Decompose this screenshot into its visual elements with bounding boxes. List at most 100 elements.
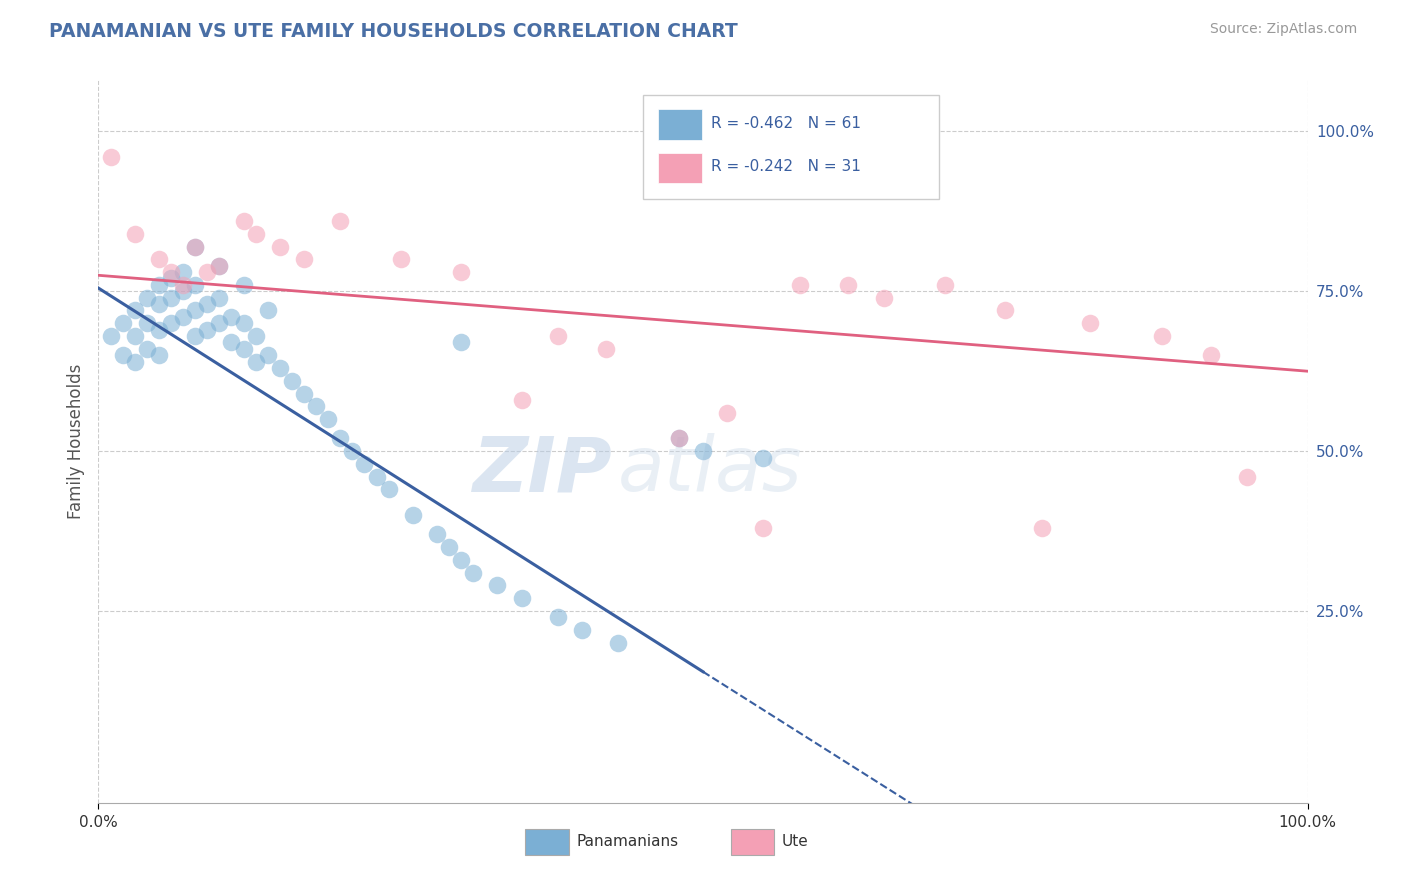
Point bbox=[450, 553, 472, 567]
Point bbox=[148, 348, 170, 362]
Point bbox=[837, 277, 859, 292]
Point bbox=[450, 335, 472, 350]
Point bbox=[486, 578, 509, 592]
Point bbox=[510, 392, 533, 407]
Point bbox=[256, 348, 278, 362]
FancyBboxPatch shape bbox=[526, 829, 569, 855]
Point bbox=[124, 329, 146, 343]
Point bbox=[269, 361, 291, 376]
Point bbox=[232, 277, 254, 292]
Point bbox=[595, 342, 617, 356]
Text: PANAMANIAN VS UTE FAMILY HOUSEHOLDS CORRELATION CHART: PANAMANIAN VS UTE FAMILY HOUSEHOLDS CORR… bbox=[49, 22, 738, 41]
Point bbox=[292, 252, 315, 267]
Point bbox=[111, 316, 134, 330]
Point bbox=[232, 214, 254, 228]
FancyBboxPatch shape bbox=[658, 153, 702, 183]
Point bbox=[873, 291, 896, 305]
Point bbox=[668, 431, 690, 445]
Point bbox=[668, 431, 690, 445]
Point bbox=[316, 412, 339, 426]
Point bbox=[208, 259, 231, 273]
Point bbox=[389, 252, 412, 267]
Point bbox=[1078, 316, 1101, 330]
Point bbox=[329, 431, 352, 445]
Point bbox=[172, 285, 194, 299]
Point bbox=[221, 310, 243, 324]
Y-axis label: Family Households: Family Households bbox=[66, 364, 84, 519]
Point bbox=[100, 329, 122, 343]
Point bbox=[269, 239, 291, 253]
Point bbox=[547, 610, 569, 624]
Text: R = -0.242   N = 31: R = -0.242 N = 31 bbox=[711, 160, 862, 175]
Text: atlas: atlas bbox=[619, 434, 803, 508]
Point bbox=[437, 540, 460, 554]
Point bbox=[377, 483, 399, 497]
Point bbox=[752, 450, 775, 465]
Text: R = -0.462   N = 61: R = -0.462 N = 61 bbox=[711, 116, 862, 131]
Point bbox=[148, 297, 170, 311]
Point bbox=[184, 239, 207, 253]
Point bbox=[208, 291, 231, 305]
Point bbox=[1152, 329, 1174, 343]
Point bbox=[245, 329, 267, 343]
Point bbox=[934, 277, 956, 292]
Point bbox=[195, 297, 218, 311]
Point bbox=[245, 354, 267, 368]
Point bbox=[208, 316, 231, 330]
Point bbox=[245, 227, 267, 241]
Point bbox=[232, 316, 254, 330]
Point bbox=[160, 265, 183, 279]
Point bbox=[305, 400, 328, 414]
Text: Source: ZipAtlas.com: Source: ZipAtlas.com bbox=[1209, 22, 1357, 37]
Point bbox=[135, 316, 157, 330]
Point bbox=[135, 291, 157, 305]
Point bbox=[184, 303, 207, 318]
Point bbox=[342, 444, 364, 458]
Point bbox=[124, 303, 146, 318]
FancyBboxPatch shape bbox=[658, 109, 702, 139]
Point bbox=[353, 457, 375, 471]
Point bbox=[426, 527, 449, 541]
Text: Ute: Ute bbox=[782, 834, 808, 849]
Point bbox=[607, 636, 630, 650]
Point bbox=[148, 252, 170, 267]
Point bbox=[292, 386, 315, 401]
Point bbox=[124, 227, 146, 241]
Point bbox=[135, 342, 157, 356]
Point bbox=[172, 277, 194, 292]
Text: Panamanians: Panamanians bbox=[576, 834, 678, 849]
Point bbox=[124, 354, 146, 368]
Point bbox=[571, 623, 593, 637]
Point bbox=[160, 271, 183, 285]
Point bbox=[184, 239, 207, 253]
Point bbox=[256, 303, 278, 318]
Point bbox=[1199, 348, 1222, 362]
Point bbox=[160, 291, 183, 305]
Point bbox=[1236, 469, 1258, 483]
Point bbox=[789, 277, 811, 292]
Point bbox=[463, 566, 485, 580]
Point bbox=[172, 310, 194, 324]
Point bbox=[148, 323, 170, 337]
Point bbox=[547, 329, 569, 343]
Point bbox=[366, 469, 388, 483]
Point bbox=[232, 342, 254, 356]
Point bbox=[195, 323, 218, 337]
Point bbox=[148, 277, 170, 292]
Point bbox=[716, 406, 738, 420]
FancyBboxPatch shape bbox=[643, 95, 939, 200]
Point bbox=[184, 329, 207, 343]
Point bbox=[195, 265, 218, 279]
Point bbox=[329, 214, 352, 228]
Point bbox=[510, 591, 533, 606]
Point bbox=[111, 348, 134, 362]
Point bbox=[281, 374, 304, 388]
Point bbox=[1031, 521, 1053, 535]
Point bbox=[402, 508, 425, 522]
Point bbox=[208, 259, 231, 273]
Point bbox=[172, 265, 194, 279]
Point bbox=[184, 277, 207, 292]
FancyBboxPatch shape bbox=[731, 829, 775, 855]
Point bbox=[692, 444, 714, 458]
Point bbox=[450, 265, 472, 279]
